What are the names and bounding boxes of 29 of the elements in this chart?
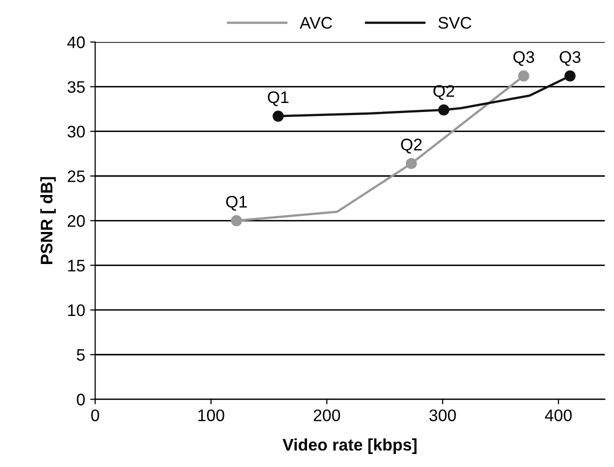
annotation: Q3 (513, 51, 534, 66)
annotation: Q1 (268, 91, 288, 106)
y-tick-label: 15 (68, 260, 85, 272)
x-tick-label: 200 (314, 409, 340, 422)
legend-label: SVC (438, 16, 472, 29)
y-tick-label: 5 (76, 349, 85, 361)
x-tick-label: 0 (91, 409, 100, 422)
y-tick-label: 30 (68, 126, 85, 138)
x-tick-label: 300 (429, 409, 456, 422)
point (406, 158, 417, 170)
annotation: Q3 (560, 51, 580, 66)
x-axis-title: Video rate [kbps] (282, 438, 417, 454)
y-tick-label: 20 (68, 215, 85, 227)
legend-label: AVC (300, 16, 332, 29)
point (272, 110, 284, 122)
point (564, 70, 576, 82)
y-tick-label: 0 (76, 394, 85, 406)
annotation: Q2 (401, 138, 422, 154)
y-tick-label: 10 (68, 304, 85, 316)
x-tick-label: 400 (544, 409, 572, 422)
point (438, 104, 450, 116)
y-axis-title: PSNR [ dB] (40, 177, 56, 264)
point (518, 70, 530, 82)
point (230, 215, 242, 226)
y-tick-label: 25 (68, 170, 85, 182)
annotation: Q1 (226, 196, 247, 211)
x-tick-label: 100 (198, 409, 224, 422)
y-tick-label: 40 (67, 36, 85, 48)
y-tick-label: 35 (68, 81, 85, 93)
